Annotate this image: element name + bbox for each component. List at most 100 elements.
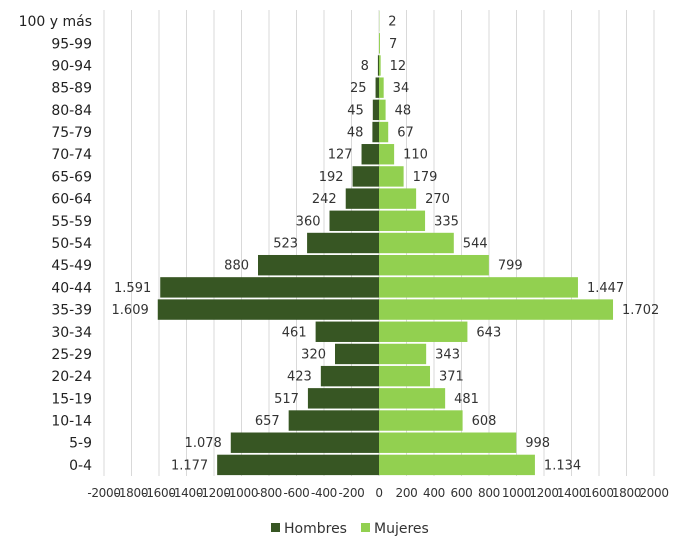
- category-label: 25-29: [51, 347, 92, 363]
- x-tick-label: 0: [375, 486, 382, 500]
- data-label: 7: [389, 37, 397, 52]
- legend-swatch-hombres: [271, 523, 280, 532]
- category-label: 70-74: [51, 147, 92, 163]
- category-label: 90-94: [51, 58, 92, 74]
- x-tick-label: 1000: [502, 486, 531, 500]
- category-label: 0-4: [69, 458, 92, 474]
- category-label: 20-24: [51, 369, 92, 385]
- category-label: 65-69: [51, 169, 92, 185]
- data-label: 25: [350, 81, 367, 96]
- value-axis: -2000-1800-1600-1400-1200-1000-800 -600 -4…: [87, 486, 669, 500]
- data-label: 1.609: [112, 303, 149, 318]
- x-tick-label: 800: [478, 486, 500, 500]
- data-label: 335: [434, 214, 459, 229]
- x-tick-label: 2000: [639, 486, 668, 500]
- x-tick-label: -200: [338, 486, 364, 500]
- data-label: 45: [347, 103, 364, 118]
- category-label: 50-54: [51, 236, 92, 252]
- data-label: 48: [347, 126, 364, 141]
- bar-mujeres: [379, 299, 614, 320]
- x-tick-label: 1800: [612, 486, 641, 500]
- data-labels: 82545481271922423605238801.5911.60946132…: [112, 15, 660, 474]
- data-label: 1.134: [544, 458, 581, 473]
- data-label: 544: [463, 237, 488, 252]
- legend: Hombres Mujeres: [271, 521, 429, 537]
- data-label: 799: [498, 259, 523, 274]
- category-label: 100 y más: [19, 14, 92, 30]
- x-tick-label: -800: [256, 486, 282, 500]
- x-tick-label: -1600: [142, 486, 175, 500]
- bar-mujeres: [379, 410, 463, 431]
- data-label: 657: [255, 414, 280, 429]
- bar-hombres: [377, 55, 379, 76]
- category-label: 80-84: [51, 103, 92, 119]
- bar-hombres: [307, 232, 379, 254]
- data-label: 880: [224, 259, 249, 274]
- bar-mujeres: [379, 77, 384, 98]
- bar-hombres: [160, 277, 379, 298]
- bar-hombres: [372, 121, 379, 143]
- bar-hombres: [307, 388, 379, 409]
- legend-swatch-mujeres: [361, 523, 370, 532]
- data-label: 48: [395, 103, 412, 118]
- category-label: 75-79: [51, 125, 92, 141]
- bar-mujeres: [379, 144, 395, 165]
- data-label: 110: [403, 148, 428, 163]
- x-tick-label: -600: [283, 486, 309, 500]
- category-label: 35-39: [51, 303, 92, 319]
- bar-mujeres: [379, 121, 389, 143]
- bar-hombres: [217, 454, 379, 476]
- x-tick-label: 1600: [584, 486, 613, 500]
- x-tick-label: 200: [395, 486, 417, 500]
- data-label: 242: [312, 192, 337, 207]
- data-label: 608: [472, 414, 497, 429]
- data-label: 192: [319, 170, 344, 185]
- category-label: 10-14: [51, 414, 92, 430]
- data-label: 517: [274, 392, 299, 407]
- data-label: 270: [425, 192, 450, 207]
- bar-hombres: [361, 144, 379, 165]
- data-label: 67: [397, 126, 414, 141]
- data-label: 1.591: [114, 281, 151, 296]
- data-label: 320: [301, 347, 326, 362]
- category-label: 60-64: [51, 192, 92, 208]
- category-label: 55-59: [51, 214, 92, 230]
- bar-hombres: [352, 166, 379, 187]
- category-label: 45-49: [51, 258, 92, 274]
- category-label: 30-34: [51, 325, 92, 341]
- bar-hombres: [372, 99, 379, 121]
- x-tick-label: 600: [450, 486, 472, 500]
- bar-mujeres: [379, 321, 468, 342]
- data-label: 461: [282, 325, 307, 340]
- x-tick-label: -1800: [115, 486, 148, 500]
- bar-mujeres: [379, 432, 517, 453]
- x-tick-label: 400: [423, 486, 445, 500]
- data-label: 423: [287, 370, 312, 385]
- bar-hombres: [288, 410, 379, 431]
- category-label: 95-99: [51, 36, 92, 52]
- bar-mujeres: [379, 99, 386, 121]
- category-label: 85-89: [51, 81, 92, 97]
- bar-mujeres: [379, 454, 535, 476]
- data-label: 34: [393, 81, 410, 96]
- data-label: 371: [439, 370, 464, 385]
- x-tick-label: -400: [311, 486, 337, 500]
- data-label: 8: [361, 59, 369, 74]
- category-label: 15-19: [51, 391, 92, 407]
- bar-mujeres: [379, 277, 578, 298]
- x-tick-label: -2000: [87, 486, 120, 500]
- x-tick-label: -1400: [170, 486, 203, 500]
- bar-mujeres: [379, 254, 489, 276]
- bar-mujeres: [379, 55, 381, 76]
- bar-hombres: [315, 321, 379, 342]
- data-label: 1.447: [587, 281, 624, 296]
- data-label: 179: [413, 170, 438, 185]
- x-tick-label: -1000: [225, 486, 258, 500]
- data-label: 523: [273, 237, 298, 252]
- bar-mujeres: [379, 388, 446, 409]
- bar-hombres: [335, 343, 379, 365]
- bar-hombres: [345, 188, 379, 209]
- bar-mujeres: [379, 210, 426, 232]
- bar-mujeres: [379, 33, 380, 54]
